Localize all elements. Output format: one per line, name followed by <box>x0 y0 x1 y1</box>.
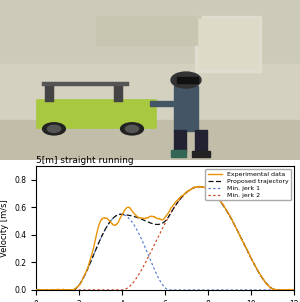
Bar <box>171 150 186 157</box>
Bar <box>42 82 129 86</box>
Circle shape <box>121 123 143 135</box>
Bar <box>0 120 300 160</box>
Y-axis label: Velocity [m/s]: Velocity [m/s] <box>0 199 9 257</box>
Bar <box>45 83 54 102</box>
Bar <box>195 130 207 152</box>
Circle shape <box>171 72 201 88</box>
Circle shape <box>125 125 139 132</box>
Bar <box>36 99 156 128</box>
Legend: Experimental data, Proposed trajectory, Min. jerk 1, Min. jerk 2: Experimental data, Proposed trajectory, … <box>206 169 291 201</box>
Bar <box>174 130 186 152</box>
Bar <box>96 16 201 45</box>
Bar <box>177 77 198 83</box>
Bar <box>198 18 258 69</box>
Bar <box>0 64 300 120</box>
Bar <box>0 0 300 64</box>
Circle shape <box>43 123 65 135</box>
Bar <box>174 86 198 131</box>
Bar <box>114 83 123 102</box>
Text: 5[m] straight running: 5[m] straight running <box>36 156 134 165</box>
Bar <box>150 101 180 106</box>
Bar <box>192 151 210 157</box>
Circle shape <box>47 125 61 132</box>
Bar <box>195 16 261 72</box>
